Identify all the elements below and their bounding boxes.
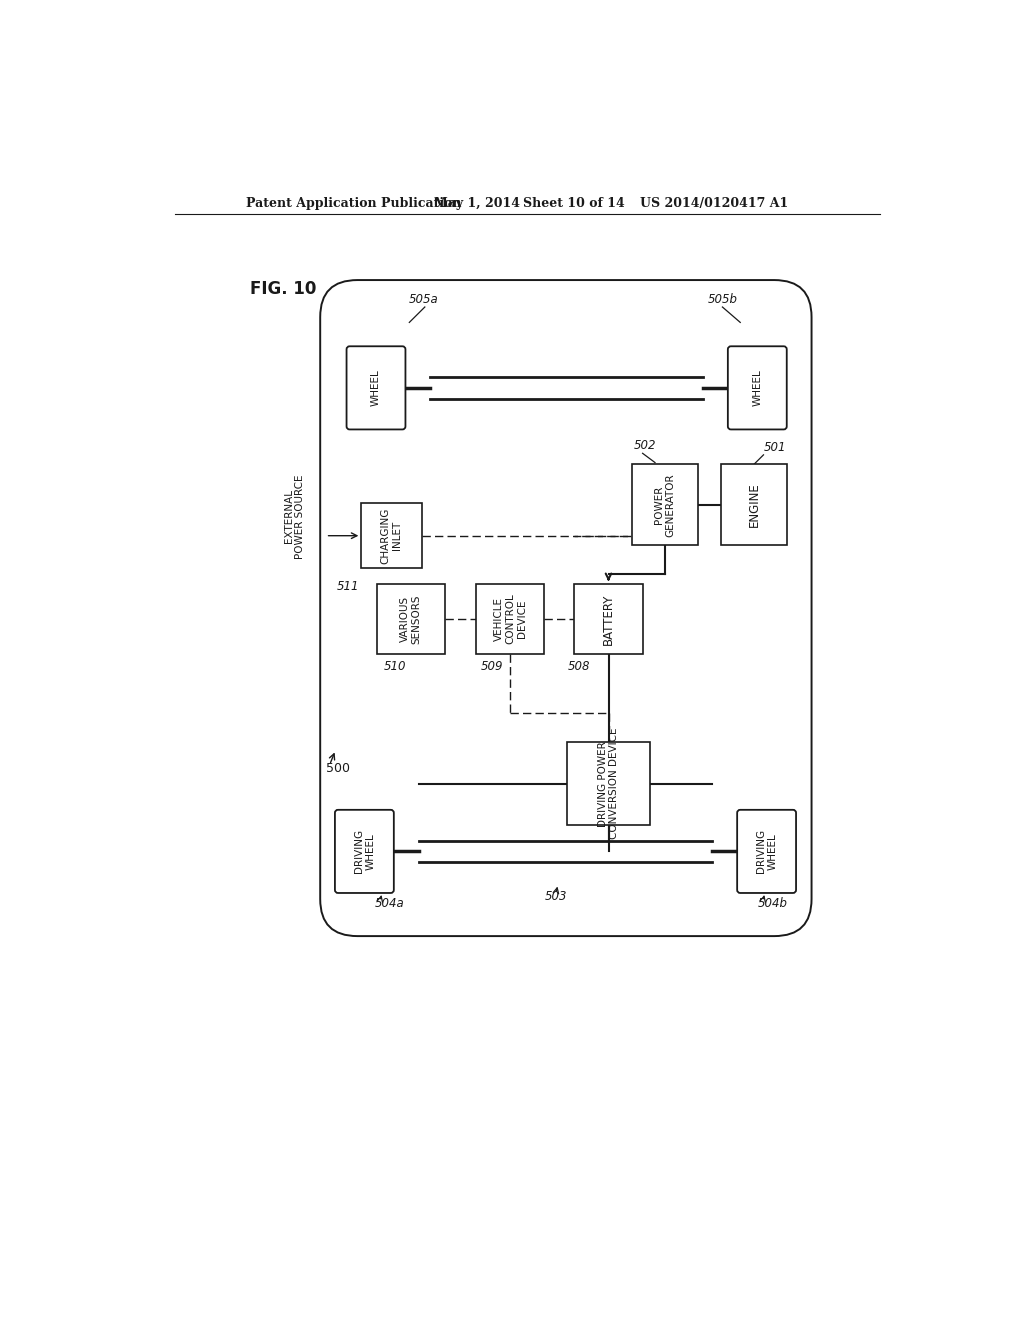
Text: VARIOUS
SENSORS: VARIOUS SENSORS [400, 594, 422, 644]
Text: 509: 509 [480, 660, 503, 673]
Text: DRIVING
WHEEL: DRIVING WHEEL [353, 829, 375, 874]
Text: 500: 500 [327, 762, 350, 775]
Bar [377, 585, 445, 653]
Bar [574, 585, 643, 653]
Text: US 2014/0120417 A1: US 2014/0120417 A1 [640, 197, 787, 210]
Text: WHEEL: WHEEL [371, 370, 381, 407]
Text: Sheet 10 of 14: Sheet 10 of 14 [523, 197, 625, 210]
Text: DRIVING
WHEEL: DRIVING WHEEL [756, 829, 777, 874]
Text: 510: 510 [384, 660, 407, 673]
Bar [721, 465, 787, 545]
FancyBboxPatch shape [737, 810, 796, 892]
Text: 502: 502 [633, 440, 655, 453]
Text: ENGINE: ENGINE [748, 483, 761, 527]
Bar [566, 742, 650, 825]
Text: BATTERY: BATTERY [602, 593, 615, 644]
Text: POWER
GENERATOR: POWER GENERATOR [654, 473, 676, 537]
Text: 504b: 504b [758, 898, 787, 911]
Text: 501: 501 [764, 441, 786, 454]
FancyBboxPatch shape [346, 346, 406, 429]
Text: 503: 503 [545, 890, 567, 903]
Text: WHEEL: WHEEL [753, 370, 762, 407]
Bar [476, 585, 544, 653]
Text: VEHICLE
CONTROL
DEVICE: VEHICLE CONTROL DEVICE [494, 594, 526, 644]
Bar [361, 503, 422, 569]
Text: 508: 508 [568, 660, 591, 673]
Text: 504a: 504a [375, 898, 404, 911]
Text: CHARGING
INLET: CHARGING INLET [381, 507, 402, 564]
FancyBboxPatch shape [728, 346, 786, 429]
Text: 505a: 505a [409, 293, 438, 306]
Text: 511: 511 [337, 579, 359, 593]
Text: 505b: 505b [708, 293, 737, 306]
Bar [632, 465, 698, 545]
Text: Patent Application Publication: Patent Application Publication [246, 197, 461, 210]
Text: EXTERNAL
POWER SOURCE: EXTERNAL POWER SOURCE [284, 474, 305, 558]
Text: DRIVING POWER
CONVERSION DEVICE: DRIVING POWER CONVERSION DEVICE [598, 727, 620, 840]
Text: May 1, 2014: May 1, 2014 [434, 197, 520, 210]
Text: FIG. 10: FIG. 10 [251, 280, 316, 298]
FancyBboxPatch shape [335, 810, 394, 892]
